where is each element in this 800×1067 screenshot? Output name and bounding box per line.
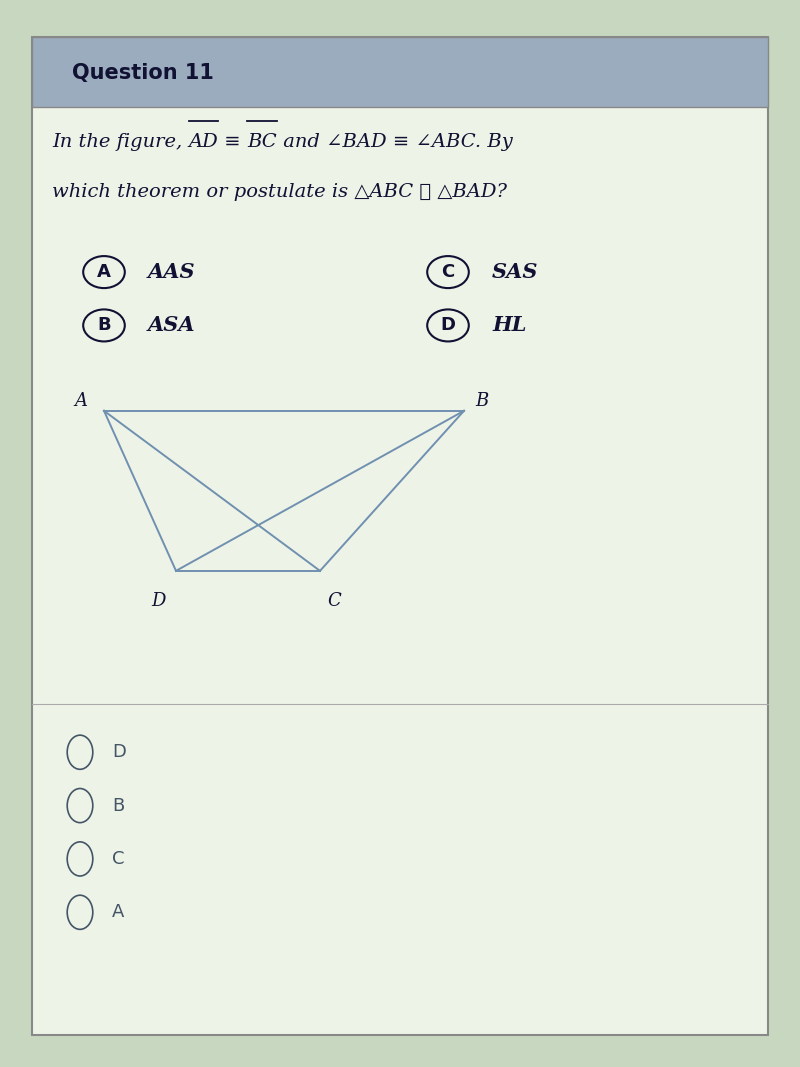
Text: A: A [74,393,88,411]
FancyBboxPatch shape [32,37,768,107]
Text: D: D [441,317,455,334]
Text: A: A [112,904,124,921]
Text: B: B [97,317,111,334]
Text: which theorem or postulate is △ABC ≅ △BAD?: which theorem or postulate is △ABC ≅ △BA… [52,184,507,201]
Text: BC: BC [247,133,277,150]
Text: HL: HL [492,316,526,335]
Text: C: C [112,850,125,867]
Text: B: B [475,393,488,411]
Text: A: A [97,264,111,281]
Text: D: D [151,592,166,610]
Text: C: C [327,592,341,610]
Text: In the figure,: In the figure, [52,133,189,150]
Text: ASA: ASA [148,316,196,335]
Text: D: D [112,744,126,761]
Text: ≡: ≡ [218,133,247,150]
Text: B: B [112,797,124,814]
Text: AD: AD [189,133,218,150]
Text: Question 11: Question 11 [72,63,214,82]
Text: and ∠BAD ≡ ∠ABC. By: and ∠BAD ≡ ∠ABC. By [277,133,513,150]
FancyBboxPatch shape [32,37,768,1035]
Text: C: C [442,264,454,281]
Text: SAS: SAS [492,262,538,282]
Text: AAS: AAS [148,262,196,282]
